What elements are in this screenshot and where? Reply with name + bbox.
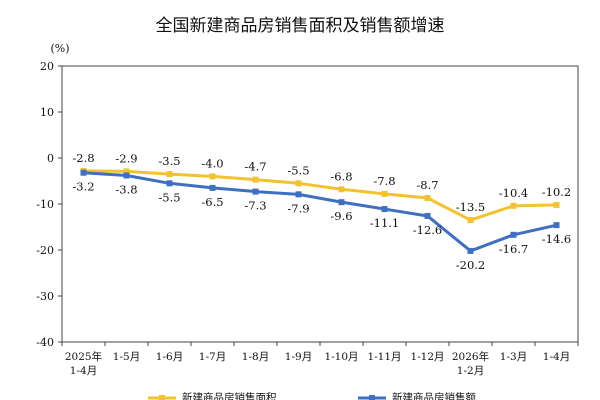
data-label: -4.0 [201, 156, 223, 170]
data-point [424, 195, 431, 202]
data-point [424, 212, 431, 219]
x-tick-label: 1-4月 [70, 365, 97, 377]
data-point [166, 171, 173, 178]
data-point [510, 202, 517, 209]
x-tick-label: 1-4月 [543, 351, 570, 363]
x-tick-label: 1-7月 [199, 351, 226, 363]
x-tick-label: 1-6月 [156, 351, 183, 363]
data-point [209, 173, 216, 180]
data-point [123, 172, 130, 179]
data-label: -12.6 [413, 223, 443, 237]
y-tick-label: 20 [40, 60, 54, 73]
y-tick-label: -40 [36, 336, 54, 349]
data-point [252, 176, 259, 183]
data-label: -11.1 [370, 216, 400, 230]
data-point [553, 222, 560, 229]
data-point [338, 186, 345, 193]
data-point [295, 191, 302, 198]
data-point [553, 201, 560, 208]
data-label: -7.8 [373, 174, 395, 188]
data-point [209, 184, 216, 191]
x-tick-label: 1-3月 [500, 351, 527, 363]
data-label: -14.6 [542, 232, 572, 246]
data-point [252, 188, 259, 195]
y-tick-label: -30 [36, 290, 54, 303]
data-label: -3.2 [72, 180, 94, 194]
legend: 新建商品房销售面积 新建商品房销售额 [148, 391, 476, 400]
y-tick-label: -20 [36, 244, 54, 257]
data-point [381, 206, 388, 213]
data-label: -16.7 [499, 242, 529, 256]
data-point [166, 180, 173, 187]
series-line-1 [83, 169, 557, 222]
data-point [467, 247, 474, 254]
x-tick-label: 1-11月 [367, 351, 401, 363]
data-label: -6.8 [330, 169, 352, 183]
data-point [295, 180, 302, 187]
legend-label-2: 新建商品房销售额 [392, 391, 476, 400]
data-point [80, 169, 87, 176]
data-label: -9.6 [330, 209, 352, 223]
y-tick-label: 0 [47, 152, 54, 165]
data-label: -8.7 [416, 178, 438, 192]
data-label: -7.3 [244, 199, 266, 213]
data-label: -2.8 [72, 151, 94, 165]
legend-marker-2 [369, 395, 375, 400]
x-tick-label: 2025年 [65, 350, 102, 363]
data-label: -4.7 [244, 160, 266, 174]
data-label: -7.9 [287, 201, 309, 215]
data-point [510, 231, 517, 238]
series-lines [80, 167, 560, 254]
y-tick-label: -10 [36, 198, 54, 211]
data-labels: -2.8 -2.9 -3.5 -4.0 -4.7 -5.5 -6.8 -7.8 -8.7 -13.… [72, 151, 571, 272]
legend-label-1: 新建商品房销售面积 [182, 391, 277, 400]
data-label: -3.5 [158, 154, 180, 168]
series-line-2 [83, 171, 557, 253]
axes: 20 10 0 -10 -20 -30 -40 2025年 1-4月 1-5月 1-6月 1-7月 1-… [36, 60, 579, 377]
y-axis-unit: (%) [50, 42, 69, 55]
data-label: -10.4 [499, 186, 529, 200]
plot-frame [61, 65, 579, 343]
chart-title: 全国新建商品房销售面积及销售额增速 [156, 16, 445, 36]
x-tick-label: 1-8月 [242, 351, 269, 363]
x-tick-label: 1-5月 [113, 351, 140, 363]
data-label: -5.5 [287, 163, 309, 177]
data-point [467, 217, 474, 224]
y-tick-label: 10 [40, 106, 54, 119]
data-label: -2.9 [115, 151, 137, 165]
legend-marker-1 [159, 395, 165, 400]
x-tick-label: 1-9月 [285, 351, 312, 363]
data-label: -20.2 [456, 258, 486, 272]
x-tick-label: 2026年 [452, 350, 489, 363]
data-label: -10.2 [542, 185, 572, 199]
data-label: -6.5 [201, 195, 223, 209]
x-tick-label: 1-10月 [324, 351, 358, 363]
x-tick-label: 1-12月 [410, 351, 444, 363]
data-label: -3.8 [115, 182, 137, 196]
data-point [381, 190, 388, 197]
x-tick-label: 1-2月 [457, 365, 484, 377]
data-point [338, 199, 345, 206]
data-label: -5.5 [158, 190, 180, 204]
data-label: -13.5 [456, 200, 486, 214]
data-point [123, 168, 130, 175]
